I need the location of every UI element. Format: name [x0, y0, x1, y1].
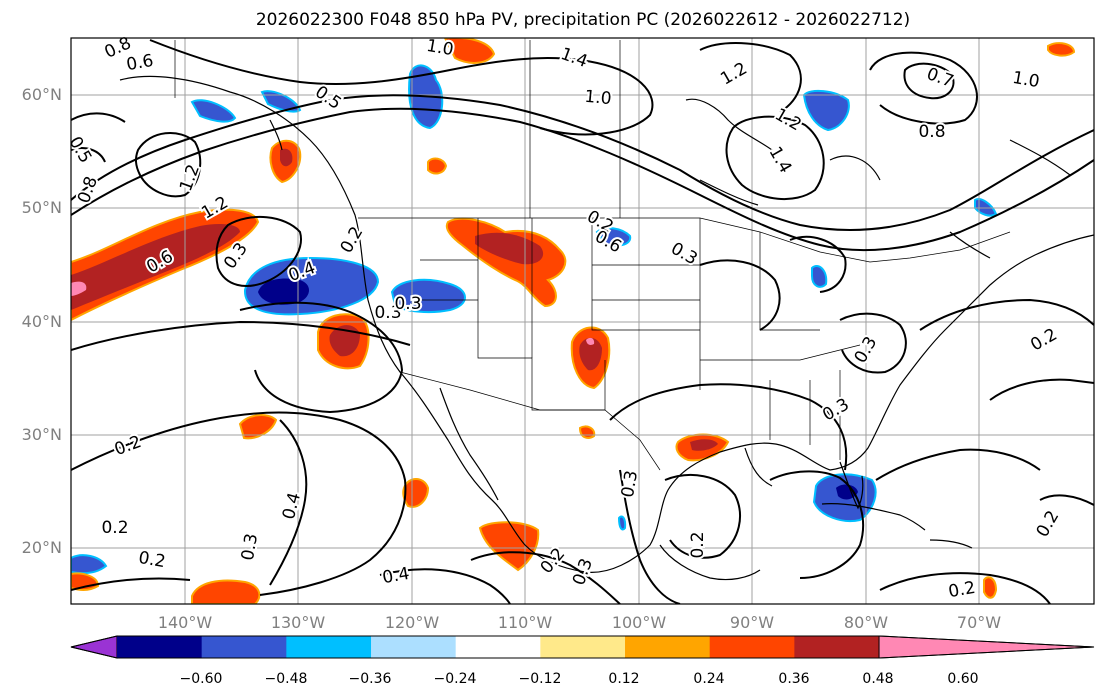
map-panel: 0.80.61.0 1.41.01.2 0.7 1.00.80.51.21.21.40… [63, 31, 1095, 605]
colorbar-label: −0.12 [519, 671, 562, 687]
colorbar-swatch [709, 636, 795, 658]
shade-pacific-band-inner [71, 224, 240, 310]
shade-greenland-red [1047, 42, 1076, 57]
contour-label: 0.2 [688, 531, 708, 558]
colorbar-swatch [794, 636, 880, 658]
shade-hudson-blue [802, 89, 850, 132]
shade-alaska-north-blue [260, 90, 302, 113]
lat-label: 40°N [22, 312, 62, 331]
lon-axis: 140°W 130°W 120°W 110°W 100°W 90°W 80°W … [158, 613, 1001, 632]
contour-label: 0.8 [918, 122, 945, 142]
lon-label: 140°W [158, 613, 213, 632]
contour-label: 0.4 [381, 564, 411, 588]
colorbar-outline [70, 635, 1095, 659]
colorbar-label: 0.48 [862, 671, 893, 687]
chart-title: 2026022300 F048 850 hPa PV, precipitatio… [256, 10, 910, 30]
colorbar-swatch [371, 636, 457, 658]
shade-labrador-blue [974, 198, 998, 217]
shade-mexico-north-core [579, 337, 602, 371]
lon-label: 90°W [730, 613, 774, 632]
shade-baja-red [402, 478, 430, 508]
shade-caribbean-red [983, 576, 998, 599]
shade-south-pacific-red [191, 579, 261, 604]
contour-label: 0.3 [394, 294, 421, 314]
shade-offshore-navy [258, 278, 309, 305]
colorbar-swatch [286, 636, 372, 658]
colorbar-label: 0.60 [947, 671, 978, 687]
pv-contours [71, 39, 1094, 604]
lon-label: 70°W [957, 613, 1001, 632]
map-background [71, 38, 1094, 604]
lon-label: 80°W [844, 613, 888, 632]
colorbar-label: −0.24 [434, 671, 477, 687]
contour-label: 0.2 [137, 548, 167, 572]
colorbar-swatch [201, 636, 287, 658]
shade-alaska-west-blue [190, 99, 237, 123]
colorbar-label: 0.24 [693, 671, 724, 687]
coastlines [119, 75, 1094, 581]
colorbar-swatch [455, 636, 541, 658]
contour-label: 1.0 [584, 87, 613, 109]
lon-label: 110°W [498, 613, 553, 632]
shade-texas-red [578, 425, 596, 439]
lat-label: 20°N [22, 538, 62, 557]
lat-axis: 60°N 50°N 40°N 30°N 20°N [22, 85, 62, 557]
map-frame [70, 37, 1095, 605]
shade-bc-interior-red [427, 157, 448, 175]
shade-plains-blue [595, 227, 632, 247]
shade-rockies-core [475, 232, 544, 265]
shade-pacific-band-core [71, 281, 87, 296]
shade-greatlakes-blue [811, 265, 828, 288]
colorbar-extend-high [878, 635, 1095, 659]
colorbar-swatch [625, 636, 711, 658]
shading-layer [71, 38, 1076, 604]
lat-label: 60°N [22, 85, 62, 104]
colorbar [70, 635, 1095, 659]
colorbar-swatch [117, 636, 203, 658]
shade-california-core [329, 325, 360, 357]
shade-nw-blue [390, 278, 466, 314]
lon-label: 130°W [271, 613, 326, 632]
shade-pacific-sw-red [238, 414, 278, 440]
lat-label: 30°N [22, 425, 62, 444]
colorbar-label: −0.60 [180, 671, 223, 687]
shade-alaska-panhandle-inner [280, 148, 293, 167]
contour-label: 0.3 [374, 303, 401, 323]
colorbar-label: −0.48 [265, 671, 308, 687]
lon-label: 100°W [612, 613, 667, 632]
contour-label: 1.0 [1011, 68, 1041, 92]
colorbar-extend-low [70, 635, 118, 659]
colorbar-labels: −0.60 −0.48 −0.36 −0.24 −0.12 0.12 0.24 … [180, 671, 979, 687]
shade-mx-blue-small [617, 515, 627, 531]
shade-mexico-north-pink [586, 337, 595, 345]
colorbar-swatch [540, 636, 626, 658]
colorbar-label: 0.36 [778, 671, 809, 687]
lat-label: 50°N [22, 198, 62, 217]
colorbar-label: 0.12 [608, 671, 639, 687]
shade-gulf-core [690, 439, 718, 451]
contour-label: 0.2 [101, 518, 128, 538]
lon-label: 120°W [385, 613, 440, 632]
colorbar-label: −0.36 [349, 671, 392, 687]
